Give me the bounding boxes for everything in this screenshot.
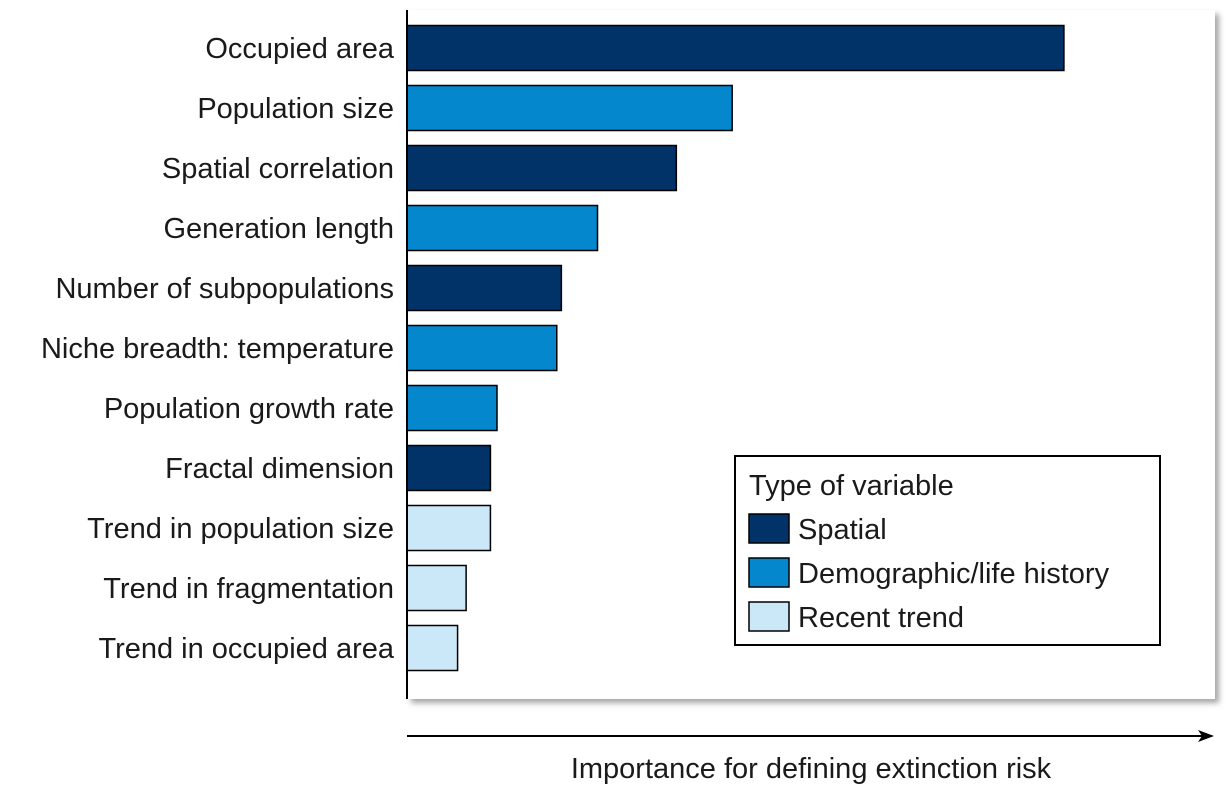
bar-population-growth-rate (406, 384, 498, 432)
bar-trend-in-population-size (406, 504, 492, 552)
category-label: Generation length (163, 213, 394, 245)
legend: Type of variable Spatial Demographic/life… (734, 455, 1161, 646)
category-label: Fractal dimension (165, 453, 394, 485)
bar-trend-in-occupied-area (406, 624, 459, 672)
bar-niche-breadth-temperature (406, 324, 558, 372)
category-label: Occupied area (205, 33, 394, 65)
category-label: Niche breadth: temperature (41, 333, 394, 365)
category-label: Population size (197, 93, 394, 125)
category-label: Trend in fragmentation (103, 573, 394, 605)
legend-label-spatial: Spatial (798, 514, 887, 546)
category-labels: Occupied area Population size Spatial corr… (41, 33, 395, 665)
legend-box (734, 455, 1161, 646)
legend-label-trend: Recent trend (798, 602, 964, 634)
bar-fractal-dimension (406, 444, 492, 492)
category-label: Trend in population size (87, 513, 394, 545)
legend-items: Spatial Demographic/life history Recent tr… (748, 513, 1110, 634)
bars (406, 24, 1065, 672)
legend-swatch-demographic (748, 557, 790, 588)
bar-number-of-subpopulations (406, 264, 563, 312)
legend-swatch-trend (748, 601, 790, 632)
category-label: Trend in occupied area (98, 633, 394, 665)
category-label: Spatial correlation (162, 153, 394, 185)
bar-occupied-area (406, 24, 1065, 72)
legend-swatch-spatial (748, 513, 790, 544)
bar-population-size (406, 84, 733, 132)
legend-label-demographic: Demographic/life history (798, 558, 1110, 590)
category-label: Number of subpopulations (55, 273, 394, 305)
bar-spatial-correlation (406, 144, 678, 192)
legend-title: Type of variable (749, 470, 954, 502)
x-axis-label: Importance for defining extinction risk (571, 753, 1052, 785)
category-label: Population growth rate (104, 393, 394, 425)
bar-generation-length (406, 204, 599, 252)
bar-trend-in-fragmentation (406, 564, 467, 612)
